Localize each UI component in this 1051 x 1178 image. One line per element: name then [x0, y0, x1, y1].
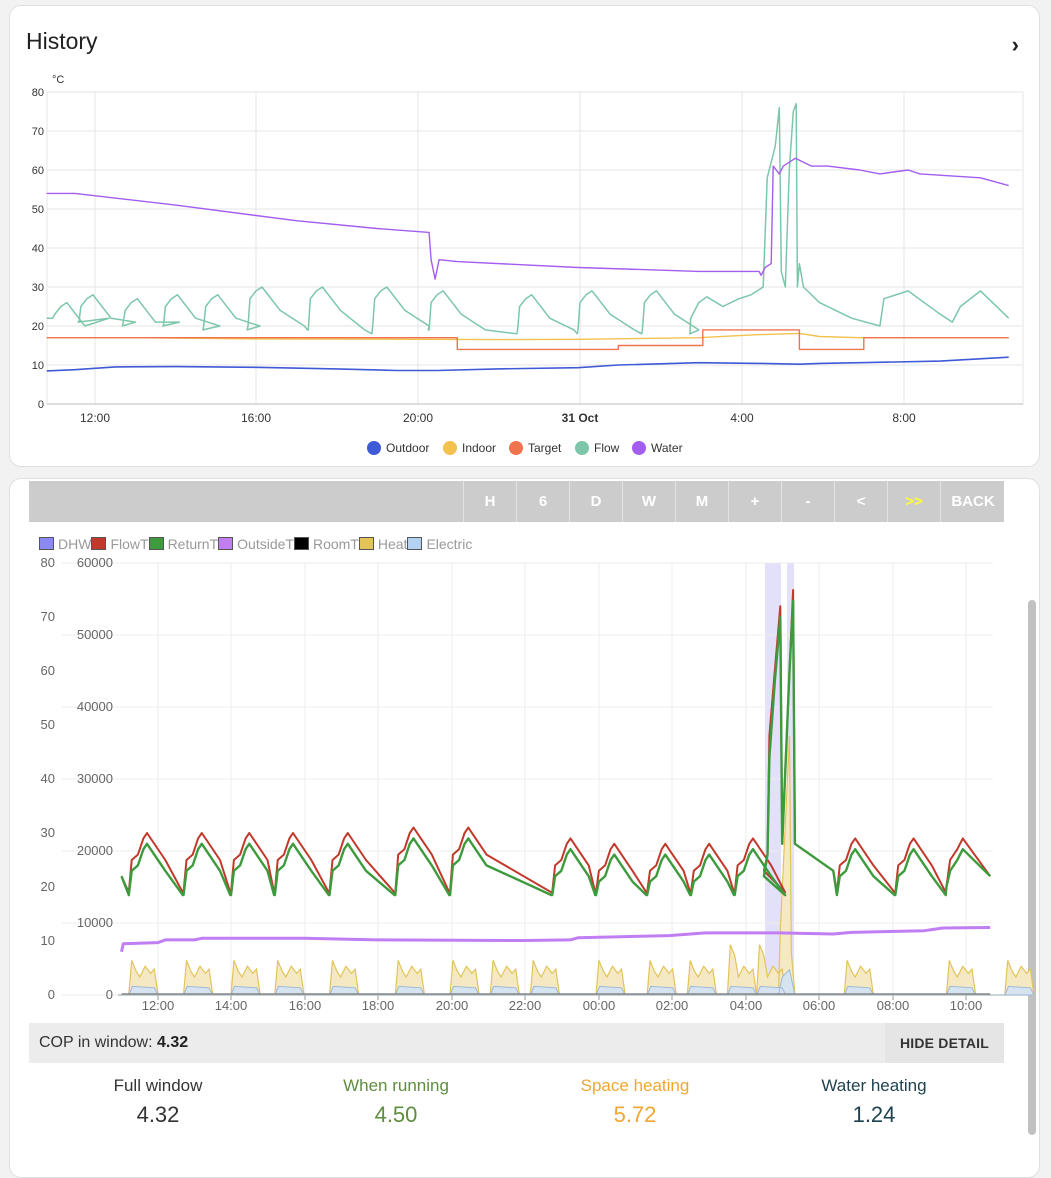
y-tick-label: 60 — [32, 165, 44, 177]
legend-label: ReturnT — [167, 536, 219, 552]
legend-swatch — [575, 441, 589, 455]
legend-item[interactable]: DHW — [39, 536, 91, 552]
day-button[interactable]: D — [569, 481, 622, 522]
legend-item[interactable]: RoomT — [293, 536, 359, 552]
legend-label: Heat — [377, 536, 408, 552]
series-target — [46, 329, 1009, 351]
hide-detail-button[interactable]: HIDE DETAIL — [885, 1023, 1004, 1063]
legend-swatch — [91, 537, 107, 550]
legend-label: Water — [651, 441, 683, 455]
back-button[interactable]: BACK — [940, 481, 1005, 522]
stat-label: Space heating — [580, 1076, 690, 1095]
cop-label: COP in window: — [39, 1034, 153, 1051]
legend-label: RoomT — [312, 536, 359, 552]
series-water — [46, 157, 1009, 280]
cop-window: COP in window: 4.32 — [39, 1034, 188, 1052]
legend-label: Indoor — [462, 441, 496, 455]
stat-label: Full window — [113, 1076, 203, 1095]
x-tick-label: 20:00 — [403, 411, 433, 425]
detail-panel: H 6 D W M + - < >> BACK DHW FlowT ReturnT O… — [29, 481, 1004, 1135]
zoom-in-button[interactable]: + — [728, 481, 781, 522]
detail-legend: DHW FlowT ReturnT OutsideT RoomT Heat Electric — [39, 536, 472, 552]
legend-label: FlowT — [110, 536, 149, 552]
chevron-right-icon[interactable]: › — [1011, 32, 1019, 57]
legend-label: Target — [528, 441, 562, 455]
y-tick-label: 40 — [32, 243, 44, 255]
history-title: History — [26, 28, 98, 54]
history-card: History › — [9, 5, 1040, 467]
scrollbar[interactable] — [1028, 600, 1036, 1135]
stat-value: 1.24 — [852, 1102, 896, 1127]
y-tick-label: 0 — [38, 399, 44, 411]
history-unit-label: °C — [52, 74, 64, 86]
stat-value: 4.50 — [374, 1102, 418, 1127]
pan-left-button[interactable]: < — [834, 481, 887, 522]
legend-swatch — [509, 441, 523, 455]
y-tick-label: 20 — [32, 321, 44, 333]
series-outdoor — [46, 356, 1009, 372]
legend-label: Flow — [594, 441, 620, 455]
stat-space-heating: Space heating 5.72 — [516, 1076, 754, 1128]
stat-value: 5.72 — [613, 1102, 657, 1127]
pan-right-button[interactable]: >> — [887, 481, 940, 522]
history-chart: °C 80 70 60 50 40 30 20 10 0 12:00 16:00 20:00 31 Oc… — [32, 74, 1024, 455]
legend-item[interactable]: FlowT — [91, 536, 149, 552]
legend-label: OutsideT — [237, 536, 294, 552]
cop-value: 4.32 — [156, 1034, 189, 1051]
legend-swatch — [39, 537, 54, 550]
stat-water-heating: Water heating 1.24 — [755, 1076, 993, 1128]
six-hour-button[interactable]: 6 — [516, 481, 569, 522]
x-tick-label: 31 Oct — [562, 411, 599, 425]
legend-label: DHW — [58, 536, 92, 552]
legend-label: Electric — [426, 536, 473, 552]
stat-value: 4.32 — [136, 1102, 180, 1127]
legend-swatch — [148, 537, 164, 550]
legend-swatch — [358, 537, 374, 550]
legend-item[interactable]: Heat — [358, 536, 408, 552]
zoom-out-button[interactable]: - — [781, 481, 834, 522]
series-flow — [46, 102, 1010, 335]
legend-item[interactable]: ReturnT — [148, 536, 219, 552]
month-button[interactable]: M — [675, 481, 728, 522]
stat-when-running: When running 4.50 — [277, 1076, 515, 1128]
y-tick-label: 70 — [32, 126, 44, 138]
legend-item[interactable]: OutsideT — [218, 536, 294, 552]
y-tick-label: 30 — [32, 282, 44, 294]
x-tick-label: 4:00 — [730, 411, 754, 425]
legend-label: Outdoor — [386, 441, 429, 455]
stat-label: Water heating — [821, 1076, 927, 1095]
stat-full-window: Full window 4.32 — [39, 1076, 277, 1128]
hour-button[interactable]: H — [463, 481, 516, 522]
legend-item[interactable]: Electric — [407, 536, 472, 552]
time-toolbar: H 6 D W M + - < >> BACK — [29, 481, 1004, 522]
x-tick-label: 8:00 — [892, 411, 916, 425]
stat-label: When running — [343, 1076, 449, 1095]
legend-swatch — [218, 537, 234, 550]
legend-swatch — [367, 441, 381, 455]
legend-swatch — [443, 441, 457, 455]
x-tick-label: 12:00 — [80, 411, 110, 425]
legend-swatch — [293, 537, 309, 550]
cop-bar: COP in window: 4.32 HIDE DETAIL — [29, 1023, 1004, 1063]
y-tick-label: 10 — [32, 360, 44, 372]
x-tick-label: 16:00 — [241, 411, 271, 425]
legend-swatch — [632, 441, 646, 455]
y-tick-label: 80 — [32, 87, 44, 99]
series-indoor — [46, 332, 1009, 341]
legend-swatch — [407, 537, 423, 550]
y-tick-label: 50 — [32, 204, 44, 216]
week-button[interactable]: W — [622, 481, 675, 522]
